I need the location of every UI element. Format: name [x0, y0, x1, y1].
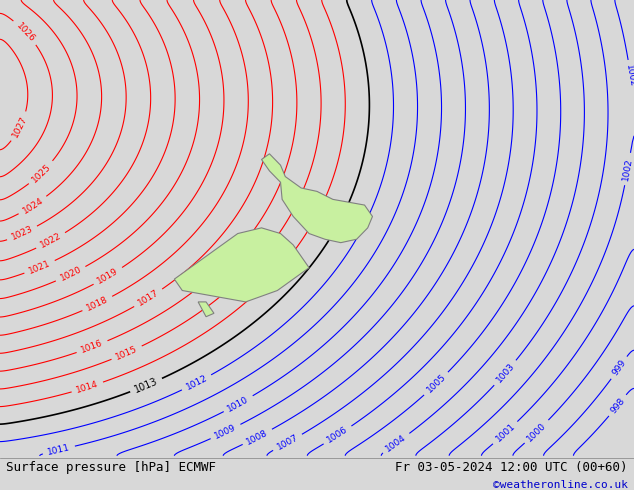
Polygon shape [174, 228, 309, 302]
Text: 1023: 1023 [10, 224, 34, 242]
Text: 1011: 1011 [46, 443, 71, 457]
Text: 1010: 1010 [226, 394, 250, 414]
Text: 1014: 1014 [75, 380, 100, 395]
Text: 1026: 1026 [15, 21, 37, 44]
Text: Fr 03-05-2024 12:00 UTC (00+60): Fr 03-05-2024 12:00 UTC (00+60) [395, 462, 628, 474]
Text: 1021: 1021 [27, 259, 52, 276]
Text: 1012: 1012 [184, 373, 209, 392]
Text: 1002: 1002 [621, 157, 634, 181]
Text: 1003: 1003 [495, 361, 516, 385]
Text: 998: 998 [609, 396, 626, 415]
Text: 1009: 1009 [213, 423, 238, 441]
Text: 1027: 1027 [11, 115, 29, 139]
Text: Surface pressure [hPa] ECMWF: Surface pressure [hPa] ECMWF [6, 462, 216, 474]
Text: 1004: 1004 [384, 433, 408, 453]
Text: 999: 999 [611, 358, 628, 377]
Text: 1002: 1002 [624, 64, 634, 88]
Text: 1019: 1019 [96, 267, 120, 286]
Text: 1017: 1017 [136, 288, 160, 308]
Text: 1000: 1000 [526, 420, 548, 443]
Text: 1008: 1008 [245, 428, 269, 446]
Text: 1020: 1020 [58, 265, 83, 283]
Text: 1007: 1007 [275, 433, 300, 452]
Text: ©weatheronline.co.uk: ©weatheronline.co.uk [493, 480, 628, 490]
Text: 1006: 1006 [325, 425, 350, 445]
Text: 1025: 1025 [30, 162, 53, 184]
Text: 1016: 1016 [80, 339, 105, 355]
Text: 1024: 1024 [21, 196, 45, 216]
Polygon shape [198, 302, 214, 317]
Text: 1015: 1015 [114, 344, 139, 362]
Text: 1013: 1013 [133, 376, 159, 394]
Text: 1022: 1022 [39, 231, 63, 250]
Polygon shape [262, 154, 373, 243]
Text: 1005: 1005 [425, 372, 448, 395]
Text: 1001: 1001 [494, 422, 517, 444]
Text: 1018: 1018 [85, 295, 110, 313]
